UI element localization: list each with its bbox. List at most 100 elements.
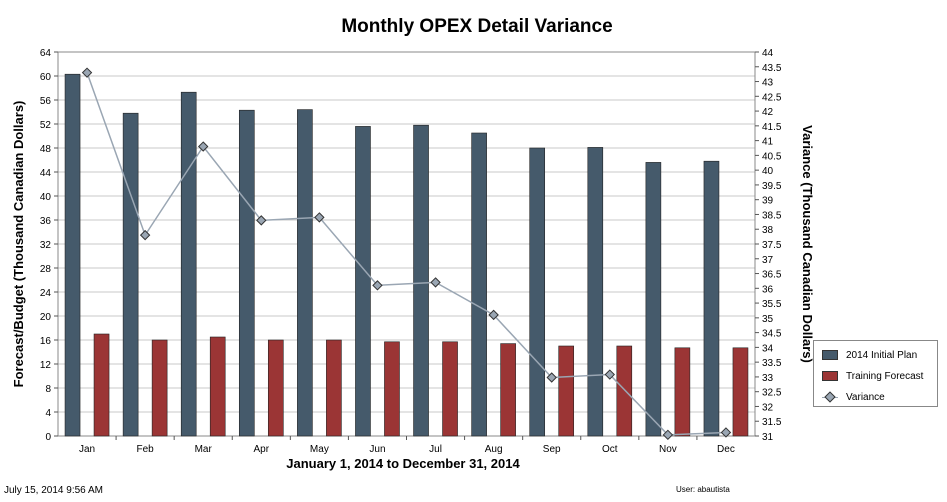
left-tick-label: 64 [40,48,52,59]
variance-point [662,429,674,441]
bar-2014-initial-plan [64,73,81,437]
bar-2014-initial-plan [297,109,313,437]
x-tick-label: Jul [429,444,442,455]
right-tick-label: 32 [762,402,774,413]
bar-training-forecast [267,339,284,437]
bar-2014-initial-plan [180,91,197,437]
right-tick-label: 43 [762,78,774,89]
right-tick-label: 35.5 [762,299,782,310]
left-tick-label: 52 [40,120,52,131]
x-axis-ticks: Jan Feb Mar Apr May Jun Jul Aug Sep Oct Nov Dec [79,436,735,455]
x-tick-label: Feb [137,444,155,455]
left-tick-label: 20 [40,312,52,323]
left-tick-label: 28 [40,264,52,275]
variance-point [546,372,557,383]
right-tick-label: 38 [762,225,774,236]
left-tick-label: 32 [40,240,52,251]
bar-training-forecast [93,333,110,437]
y2-axis-label: Variance (Thousand Canadian Dollars) [800,125,815,363]
bar-2014-initial-plan [529,147,546,437]
right-tick-label: 39.5 [762,181,782,192]
right-tick-label: 41.5 [762,122,782,133]
left-tick-label: 36 [40,216,52,227]
right-tick-label: 31.5 [762,417,782,428]
right-tick-label: 40 [762,166,774,177]
right-axis-ticks: 31 31.5 32 32.5 33 33.5 34 34.5 35 35.5 36 36.5 37 37… [755,48,782,443]
bar-2014-initial-plan [122,112,139,437]
legend-label: 2014 Initial Plan [846,349,918,361]
right-tick-label: 31 [762,432,774,443]
variance-point [314,212,325,223]
right-tick-label: 32.5 [762,388,782,399]
bar-training-forecast [384,341,400,437]
x-tick-label: Aug [485,444,503,455]
bar-2014-initial-plan [413,124,429,437]
x-tick-label: Dec [717,444,735,455]
x-axis-label: January 1, 2014 to December 31, 2014 [286,456,520,471]
variance-point [604,369,615,380]
right-tick-label: 44 [762,48,774,59]
left-tick-label: 40 [40,192,52,203]
right-tick-label: 42 [762,107,774,118]
left-tick-label: 0 [45,432,51,443]
right-tick-label: 33.5 [762,358,782,369]
variance-point [198,141,209,152]
variance-point [430,277,441,288]
variance-point [372,280,383,291]
variance-point [139,229,151,241]
right-tick-label: 39 [762,196,774,207]
x-tick-label: Nov [659,444,677,455]
bar-2014-initial-plan [355,126,371,437]
bar-training-forecast [500,343,516,437]
right-tick-label: 41 [762,137,774,148]
chart-legend: 2014 Initial Plan Training Forecast Vari… [813,340,938,407]
legend-item-training-forecast: Training Forecast [822,369,923,383]
x-tick-label: Mar [195,444,213,455]
bar-training-forecast [616,345,633,437]
bar-training-forecast [442,341,458,437]
y-axis-label: Forecast/Budget (Thousand Canadian Dolla… [11,101,26,388]
right-tick-label: 40.5 [762,151,782,162]
legend-item-variance: Variance [822,390,885,404]
x-tick-label: May [310,444,329,455]
left-tick-label: 24 [40,288,52,299]
right-tick-label: 35 [762,314,774,325]
variance-point [81,67,93,78]
variance-point [488,309,499,321]
bar-training-forecast [326,339,342,437]
bar-2014-initial-plan [471,132,487,437]
legend-label: Variance [846,391,885,403]
right-tick-label: 36.5 [762,270,782,281]
bar-2014-initial-plan [587,147,604,437]
legend-label: Training Forecast [846,370,924,382]
bars [64,73,749,437]
variance-point [720,427,732,438]
left-tick-label: 12 [40,360,52,371]
legend-swatch-initial-plan [822,350,838,360]
bar-2014-initial-plan [645,162,662,437]
left-tick-label: 48 [40,144,52,155]
right-tick-label: 37 [762,255,774,266]
bar-2014-initial-plan [703,160,720,437]
x-tick-label: Jan [79,444,95,455]
left-tick-label: 56 [40,96,52,107]
left-tick-label: 8 [45,384,51,395]
left-tick-label: 16 [40,336,52,347]
bar-training-forecast [674,347,691,437]
right-tick-label: 36 [762,284,774,295]
bar-training-forecast [151,339,168,437]
chart-title: Monthly OPEX Detail Variance [341,16,612,37]
x-tick-label: Apr [254,444,270,455]
legend-swatch-training-forecast [822,371,838,381]
right-tick-label: 38.5 [762,210,782,221]
legend-item-initial-plan: 2014 Initial Plan [822,348,917,362]
variance-point [256,215,267,226]
bar-training-forecast [558,345,575,437]
x-tick-label: Sep [543,444,561,455]
bar-training-forecast [209,336,226,437]
report-timestamp: July 15, 2014 9:56 AM [4,485,103,496]
left-tick-label: 44 [40,168,52,179]
right-tick-label: 34 [762,343,774,354]
